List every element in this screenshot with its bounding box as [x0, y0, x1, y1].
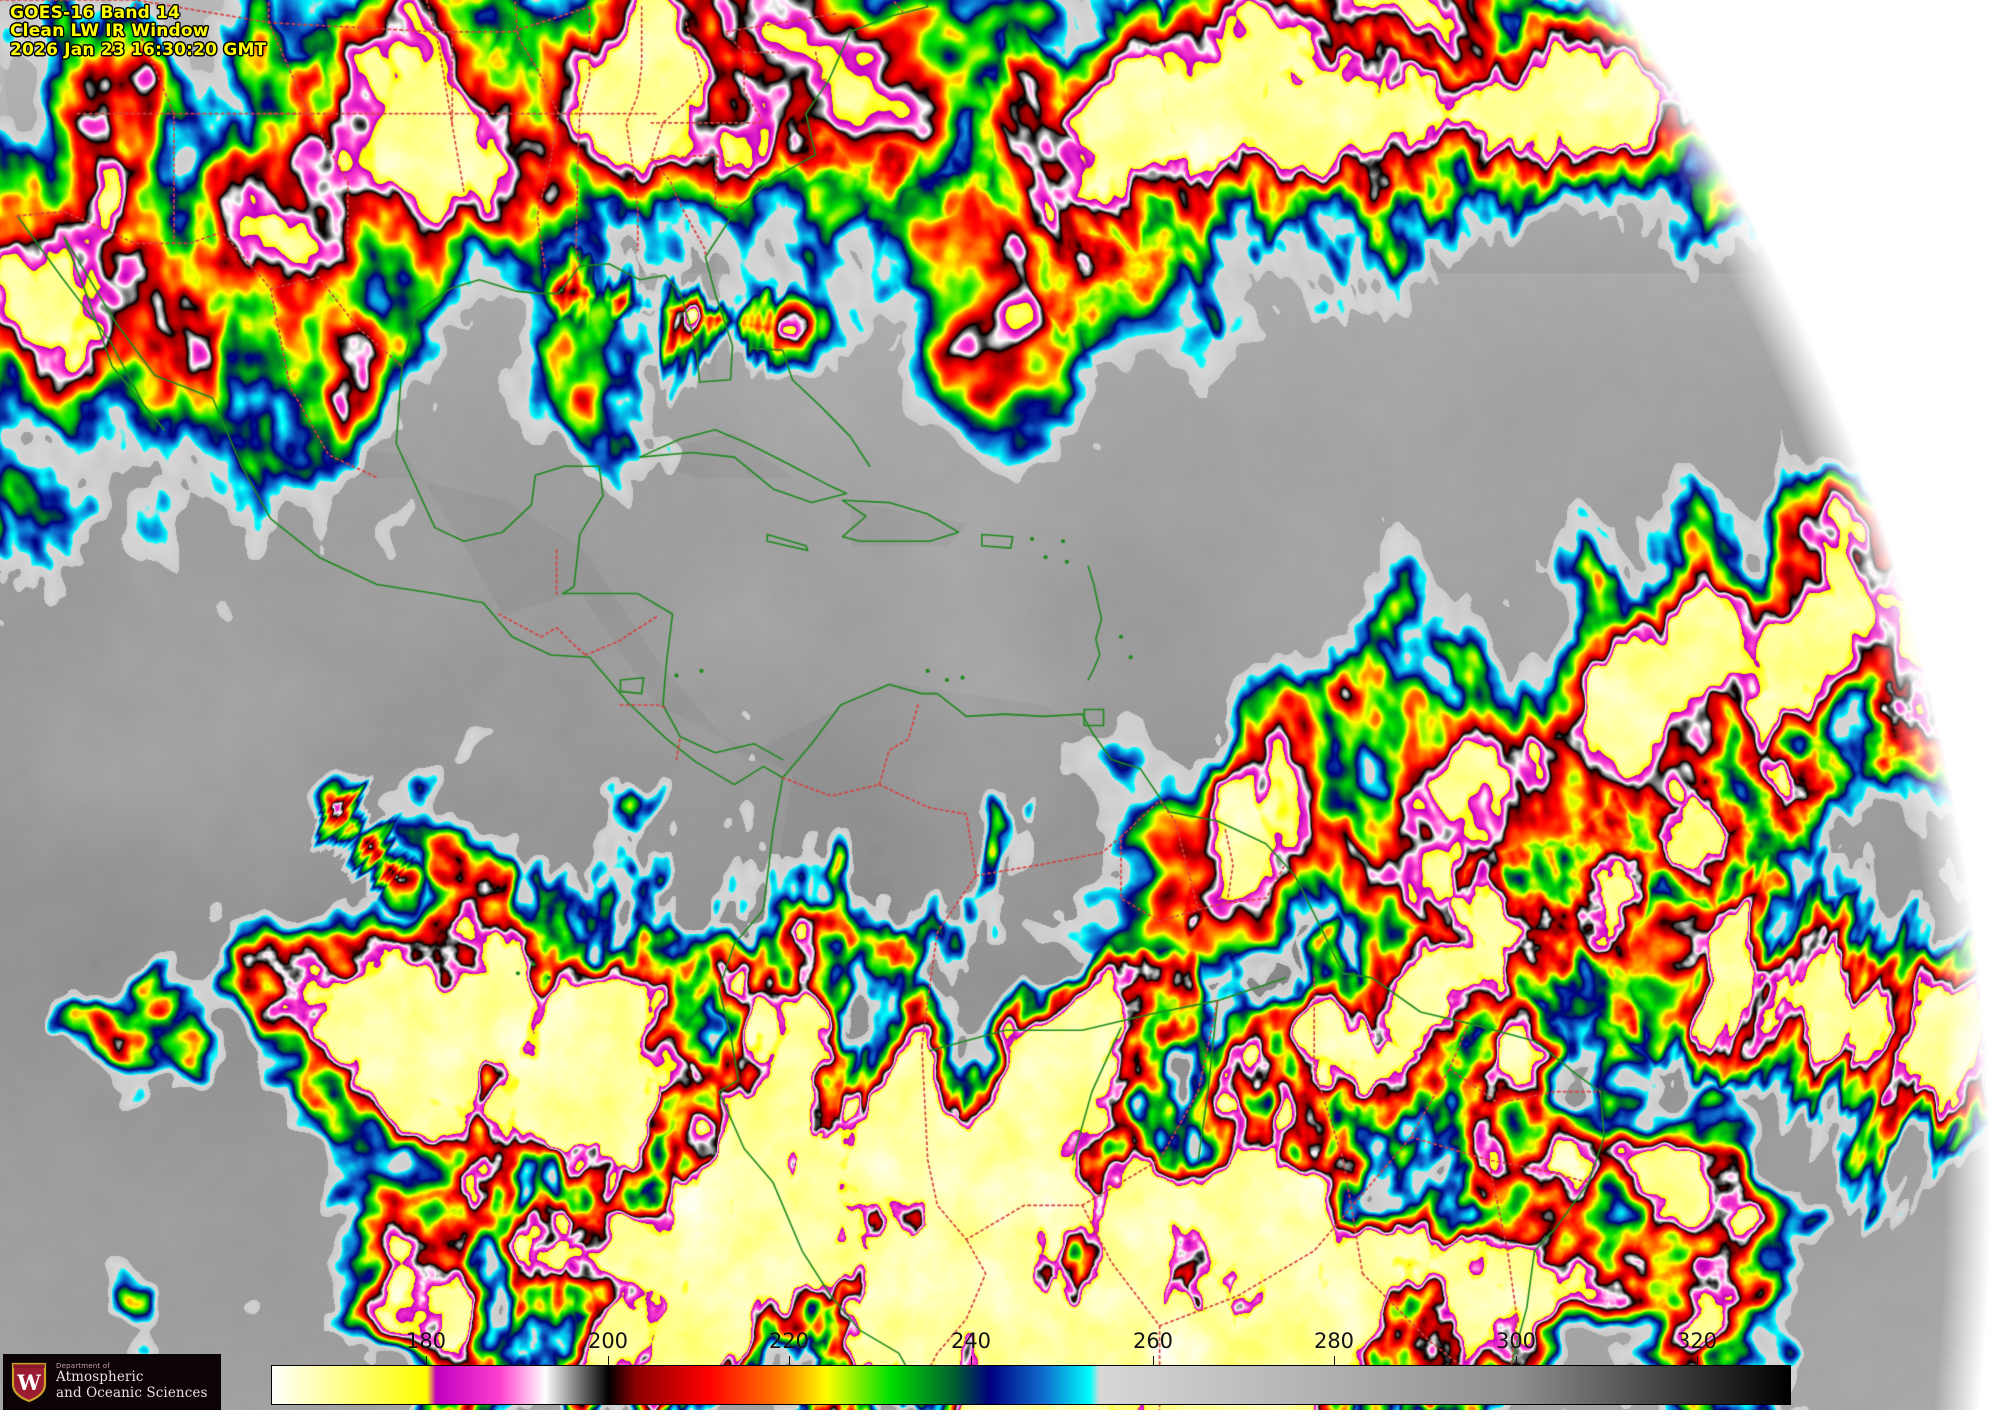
uw-aos-logo: W Department of Atmospheric and Oceanic …: [3, 1354, 221, 1410]
colorbar-tick-label: 260: [1132, 1329, 1174, 1353]
colorbar-gradient: [271, 1365, 1791, 1405]
colorbar-tick-label: 320: [1676, 1329, 1718, 1353]
colorbar-tick: [971, 1356, 972, 1365]
logo-department-line: Department of: [56, 1362, 110, 1371]
colorbar-tick-label: 300: [1495, 1329, 1537, 1353]
svg-text:W: W: [16, 1370, 41, 1395]
colorbar-tick: [1153, 1356, 1154, 1365]
colorbar-tick-label: 280: [1313, 1329, 1355, 1353]
colorbar-tick: [789, 1356, 790, 1365]
colorbar-tick-label: 220: [768, 1329, 810, 1353]
logo-title-line-1: Atmospheric: [56, 1369, 144, 1386]
colorbar-tick-label: 200: [587, 1329, 629, 1353]
colorbar-tick: [1334, 1356, 1335, 1365]
logo-text-block: Department of Atmospheric and Oceanic Sc…: [56, 1363, 208, 1400]
logo-title-line-2: and Oceanic Sciences: [56, 1384, 208, 1401]
colorbar-tick: [426, 1356, 427, 1365]
colorbar-tick: [1697, 1356, 1698, 1365]
colorbar-tick: [1516, 1356, 1517, 1365]
colorbar-tick-label: 240: [950, 1329, 992, 1353]
uw-crest-icon: W: [9, 1360, 49, 1404]
colorbar-tick-label: 180: [405, 1329, 447, 1353]
colorbar-tick: [608, 1356, 609, 1365]
